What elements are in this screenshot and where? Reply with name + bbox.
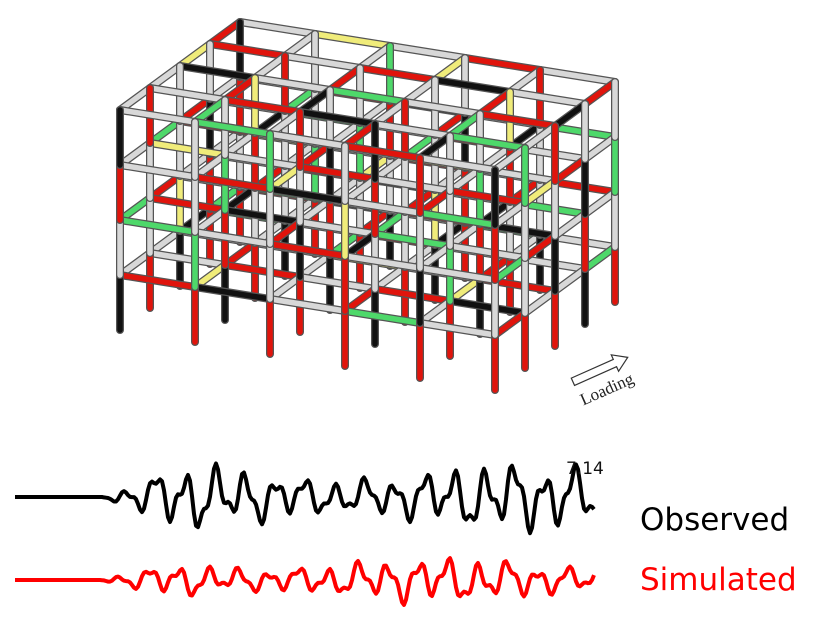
member — [585, 192, 615, 214]
member — [510, 92, 585, 104]
member — [315, 34, 390, 46]
member — [555, 269, 585, 291]
member — [240, 22, 315, 34]
member — [585, 82, 615, 104]
member — [555, 214, 585, 236]
waveform — [15, 464, 594, 534]
member — [540, 70, 615, 82]
legend-simulated: Simulated — [640, 562, 797, 598]
peak-label: 7.14 — [566, 459, 604, 479]
waveform — [15, 558, 594, 605]
member — [525, 291, 555, 313]
figure: Loading 7.14 Observed Simulated — [0, 0, 832, 620]
member — [585, 137, 615, 159]
member — [495, 313, 525, 335]
loading-indicator: Loading — [569, 349, 640, 409]
member — [555, 104, 585, 126]
member — [285, 56, 360, 68]
member — [210, 44, 285, 56]
member — [360, 68, 435, 80]
frame-structure — [120, 22, 615, 390]
member — [390, 46, 465, 58]
member — [585, 247, 615, 269]
member — [555, 159, 585, 181]
legend-observed: Observed — [640, 502, 789, 538]
waveforms — [15, 464, 594, 605]
member — [465, 58, 540, 70]
member — [435, 80, 510, 92]
